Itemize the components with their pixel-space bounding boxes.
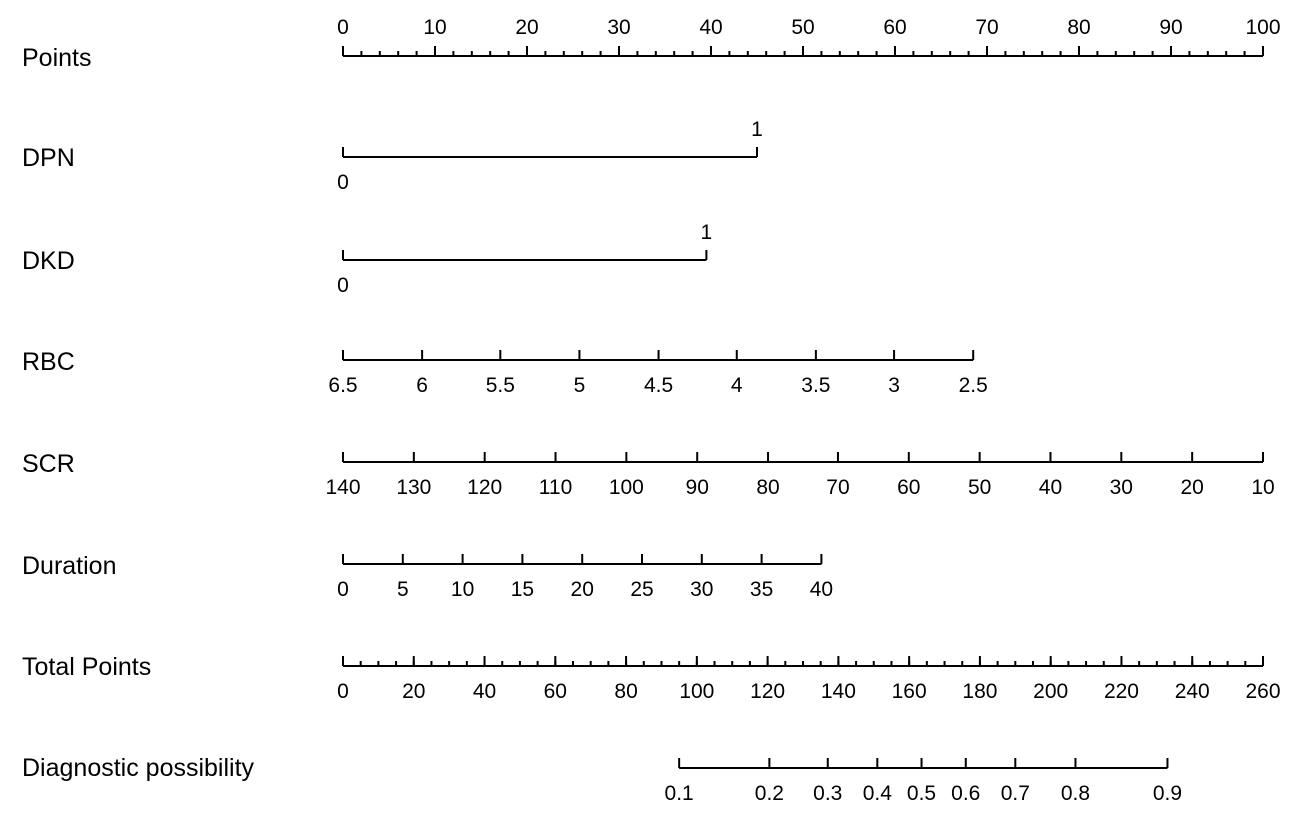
tick-label-scr-100: 100	[609, 476, 644, 499]
tick-label-points-20: 20	[515, 16, 538, 39]
tick-label-total-points-80: 80	[614, 680, 637, 703]
tick-label-diagnostic-possibility-0-7: 0.7	[1001, 782, 1030, 805]
tick-label-total-points-120: 120	[750, 680, 785, 703]
tick-label-total-points-200: 200	[1033, 680, 1068, 703]
tick-label-scr-130: 130	[396, 476, 431, 499]
tick-label-total-points-20: 20	[402, 680, 425, 703]
tick-label-rbc-5-5: 5.5	[486, 374, 515, 397]
tick-label-duration-40: 40	[810, 578, 833, 601]
row-label-rbc: RBC	[22, 348, 75, 376]
tick-label-total-points-220: 220	[1104, 680, 1139, 703]
tick-label-dpn-1: 1	[751, 118, 763, 141]
tick-label-scr-80: 80	[756, 476, 779, 499]
tick-label-scr-20: 20	[1180, 476, 1203, 499]
tick-label-points-60: 60	[883, 16, 906, 39]
tick-label-scr-40: 40	[1039, 476, 1062, 499]
tick-label-total-points-140: 140	[821, 680, 856, 703]
tick-label-diagnostic-possibility-0-4: 0.4	[863, 782, 893, 805]
tick-label-duration-0: 0	[337, 578, 349, 601]
tick-label-duration-20: 20	[571, 578, 594, 601]
tick-label-diagnostic-possibility-0-8: 0.8	[1061, 782, 1090, 805]
row-label-dkd: DKD	[22, 247, 75, 275]
tick-label-points-100: 100	[1245, 16, 1280, 39]
row-label-duration: Duration	[22, 552, 117, 580]
tick-label-total-points-60: 60	[544, 680, 567, 703]
tick-label-scr-140: 140	[325, 476, 360, 499]
tick-label-scr-70: 70	[826, 476, 849, 499]
tick-label-rbc-4-5: 4.5	[644, 374, 673, 397]
tick-label-rbc-3: 3	[888, 374, 900, 397]
tick-label-total-points-260: 260	[1245, 680, 1280, 703]
tick-label-scr-60: 60	[897, 476, 920, 499]
tick-label-points-90: 90	[1159, 16, 1182, 39]
tick-label-dkd-1: 1	[701, 221, 713, 244]
tick-label-points-10: 10	[423, 16, 446, 39]
tick-label-scr-50: 50	[968, 476, 991, 499]
row-label-scr: SCR	[22, 450, 75, 478]
row-label-points: Points	[22, 44, 91, 72]
tick-label-points-70: 70	[975, 16, 998, 39]
tick-label-total-points-40: 40	[473, 680, 496, 703]
tick-label-duration-30: 30	[690, 578, 713, 601]
tick-label-rbc-6: 6	[416, 374, 428, 397]
tick-label-duration-15: 15	[511, 578, 534, 601]
tick-label-rbc-2-5: 2.5	[959, 374, 988, 397]
tick-label-total-points-180: 180	[962, 680, 997, 703]
tick-label-duration-35: 35	[750, 578, 773, 601]
tick-label-diagnostic-possibility-0-1: 0.1	[665, 782, 694, 805]
tick-label-rbc-4: 4	[731, 374, 743, 397]
tick-label-scr-110: 110	[539, 476, 572, 499]
tick-label-diagnostic-possibility-0-2: 0.2	[755, 782, 784, 805]
row-label-dpn: DPN	[22, 144, 75, 172]
tick-label-total-points-0: 0	[337, 680, 349, 703]
tick-label-duration-5: 5	[397, 578, 409, 601]
tick-label-rbc-3-5: 3.5	[801, 374, 830, 397]
tick-label-diagnostic-possibility-0-9: 0.9	[1153, 782, 1182, 805]
row-label-total-points: Total Points	[22, 653, 151, 681]
tick-label-diagnostic-possibility-0-3: 0.3	[813, 782, 842, 805]
tick-label-points-40: 40	[699, 16, 722, 39]
tick-label-total-points-160: 160	[892, 680, 927, 703]
tick-label-total-points-100: 100	[679, 680, 714, 703]
tick-label-dkd-0: 0	[337, 274, 349, 297]
tick-label-points-0: 0	[337, 16, 349, 39]
tick-label-diagnostic-possibility-0-6: 0.6	[951, 782, 980, 805]
tick-label-rbc-5: 5	[574, 374, 586, 397]
tick-label-points-80: 80	[1067, 16, 1090, 39]
tick-label-diagnostic-possibility-0-5: 0.5	[907, 782, 936, 805]
row-label-diagnostic-possibility: Diagnostic possibility	[22, 754, 255, 782]
tick-label-points-30: 30	[607, 16, 630, 39]
tick-label-rbc-6-5: 6.5	[328, 374, 357, 397]
tick-label-scr-30: 30	[1110, 476, 1133, 499]
tick-label-scr-10: 10	[1251, 476, 1274, 499]
tick-label-dpn-0: 0	[337, 171, 349, 194]
tick-label-total-points-240: 240	[1175, 680, 1210, 703]
tick-label-duration-25: 25	[630, 578, 653, 601]
tick-label-duration-10: 10	[451, 578, 474, 601]
tick-label-points-50: 50	[791, 16, 814, 39]
tick-label-scr-120: 120	[467, 476, 502, 499]
tick-label-scr-90: 90	[686, 476, 709, 499]
